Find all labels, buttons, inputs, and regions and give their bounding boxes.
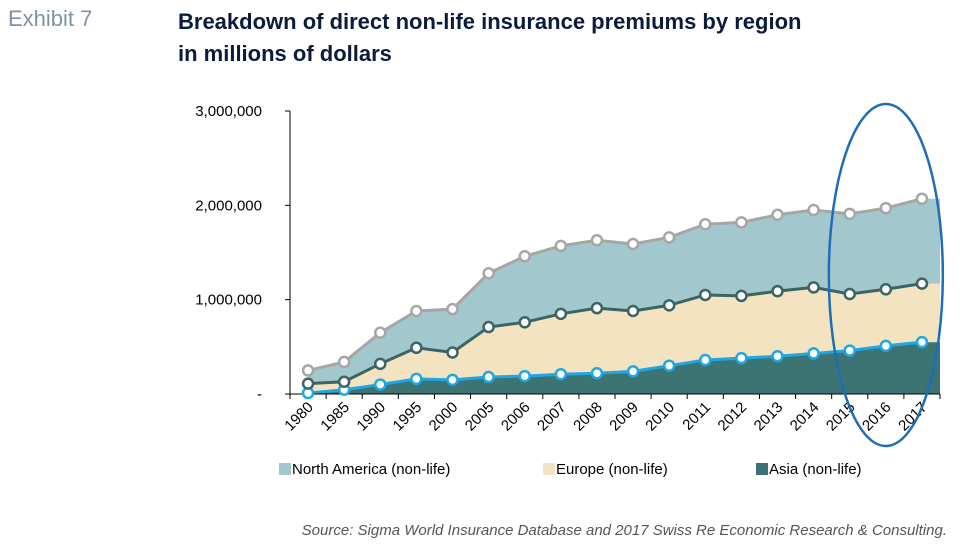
y-tick-label: 2,000,000 <box>195 197 262 214</box>
asia-marker <box>374 378 387 391</box>
north-america-marker <box>699 217 712 231</box>
europe-marker <box>626 304 640 318</box>
chart-title-line-1: Breakdown of direct non-life insurance p… <box>178 9 802 34</box>
legend: North America (non-life) Europe (non-life… <box>279 461 862 478</box>
y-tick-label: 3,000,000 <box>195 103 262 120</box>
legend-swatch <box>543 463 555 475</box>
chart-title: Breakdown of direct non-life insurance p… <box>178 6 958 70</box>
legend-label: North America (non-life) <box>292 461 450 478</box>
legend-label: Europe (non-life) <box>556 461 668 478</box>
x-tick-label: 2000 <box>426 399 462 435</box>
x-tick-label: 2007 <box>534 399 570 435</box>
asia-marker <box>626 365 640 378</box>
area-layers <box>308 198 940 394</box>
asia-marker <box>735 351 748 365</box>
europe-marker <box>446 346 459 359</box>
y-axis-labels: - 1,000,000 2,000,000 3,000,000 <box>195 103 262 403</box>
europe-marker <box>482 320 495 334</box>
legend-swatch <box>756 463 768 475</box>
europe-marker <box>590 301 604 315</box>
x-tick-label: 1980 <box>281 399 317 435</box>
asia-marker <box>590 366 604 380</box>
y-tick-label: 1,000,000 <box>195 292 262 309</box>
europe-marker <box>301 377 315 390</box>
north-america-marker <box>662 231 676 244</box>
exhibit-label: Exhibit 7 <box>8 6 93 31</box>
x-tick-label: 2016 <box>859 399 895 435</box>
europe-marker <box>915 277 929 290</box>
x-tick-label: 2013 <box>751 399 787 435</box>
asia-marker <box>518 369 531 383</box>
x-axis-labels: 1980 1985 1990 1995 2000 2005 2006 2007 2008 2009… <box>281 399 931 435</box>
europe-marker <box>662 299 676 312</box>
europe-marker <box>554 307 568 321</box>
north-america-marker <box>915 192 929 205</box>
legend-swatch <box>279 463 291 475</box>
asia-marker <box>915 335 929 349</box>
north-america-marker <box>374 326 387 339</box>
europe-marker <box>807 281 820 294</box>
highlight-ellipse <box>827 102 945 448</box>
asia-marker <box>807 347 820 360</box>
europe-area <box>308 283 940 394</box>
north-america-marker <box>337 355 351 369</box>
north-america-marker <box>518 250 531 263</box>
axes <box>285 110 941 399</box>
europe-marker <box>374 357 387 371</box>
highlight-annotation <box>827 102 945 448</box>
north-america-marker <box>482 267 495 280</box>
x-tick-label: 2010 <box>642 399 678 435</box>
asia-marker <box>554 367 568 381</box>
europe-marker <box>879 283 893 296</box>
north-america-marker <box>446 302 459 316</box>
europe-marker <box>771 284 784 298</box>
series-markers <box>301 192 929 400</box>
x-tick-label: 1990 <box>353 399 389 435</box>
north-america-marker <box>590 233 604 247</box>
asia-marker <box>446 373 459 387</box>
north-america-marker <box>807 203 820 217</box>
north-america-marker <box>554 239 568 253</box>
north-america-marker <box>410 304 423 318</box>
north-america-area <box>308 198 940 384</box>
y-tick-label: - <box>257 386 262 403</box>
asia-marker <box>843 344 856 357</box>
north-america-marker <box>843 207 856 221</box>
europe-marker <box>843 287 856 301</box>
asia-marker <box>662 359 676 372</box>
europe-marker <box>699 288 712 302</box>
asia-marker <box>771 350 784 363</box>
asia-marker <box>699 353 712 367</box>
europe-marker <box>518 316 531 329</box>
europe-marker <box>337 375 351 388</box>
x-tick-label: 2011 <box>679 399 714 434</box>
europe-marker <box>735 289 748 303</box>
x-tick-label: 2009 <box>606 399 642 435</box>
x-tick-label: 2014 <box>787 399 823 435</box>
chart-title-line-2: in millions of dollars <box>178 41 392 66</box>
north-america-marker <box>301 364 315 377</box>
asia-area <box>308 342 940 394</box>
x-tick-label: 1995 <box>390 399 426 435</box>
x-tick-label: 2012 <box>715 399 751 435</box>
asia-marker <box>482 370 495 384</box>
europe-marker <box>410 341 423 355</box>
legend-label: Asia (non-life) <box>769 461 862 478</box>
x-tick-label: 2006 <box>498 399 534 435</box>
north-america-marker <box>735 216 748 229</box>
x-tick-label: 1985 <box>317 399 353 435</box>
asia-marker <box>879 339 893 353</box>
north-america-marker <box>771 208 784 222</box>
source-note: Source: Sigma World Insurance Database a… <box>301 522 947 539</box>
north-america-marker <box>879 201 893 215</box>
x-tick-label: 2008 <box>570 399 606 435</box>
x-tick-label: 2005 <box>462 399 498 435</box>
x-tick-label: 2017 <box>895 399 931 435</box>
north-america-marker <box>626 237 640 251</box>
asia-marker <box>410 372 423 386</box>
